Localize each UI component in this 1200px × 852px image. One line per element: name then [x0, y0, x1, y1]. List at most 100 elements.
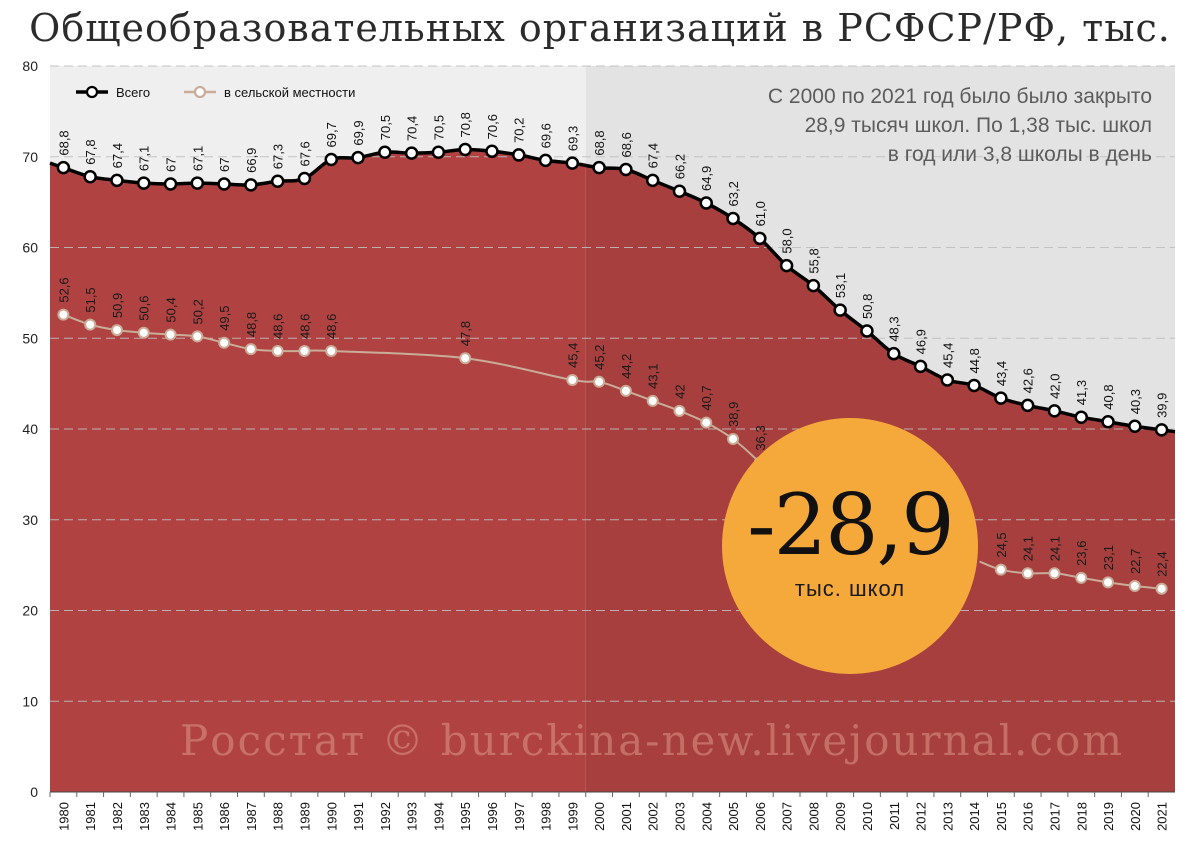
rural-point — [137, 326, 150, 339]
rural-data-label: 48,6 — [324, 314, 339, 339]
y-tick-label: 80 — [22, 58, 38, 74]
rural-point — [566, 373, 579, 386]
rural-data-label: 44,2 — [619, 354, 634, 379]
total-point — [56, 160, 71, 175]
total-data-label: 46,9 — [914, 329, 929, 354]
total-point — [351, 150, 365, 165]
y-tick-label: 0 — [30, 784, 38, 800]
annotation-line: 28,9 тысяч школ. По 1,38 тыс. школ — [804, 114, 1152, 137]
legend-marker — [193, 85, 207, 99]
series-rural-line — [63, 313, 782, 486]
total-point — [163, 177, 178, 191]
x-tick-label: 2002 — [646, 802, 661, 831]
rural-data-label: 40,7 — [699, 385, 714, 410]
total-data-label: 48,3 — [887, 316, 902, 341]
total-point — [83, 169, 97, 184]
total-data-label: 67,4 — [646, 143, 661, 168]
total-point — [619, 162, 633, 177]
rural-point — [244, 343, 257, 356]
x-tick-label: 2003 — [672, 802, 687, 831]
total-data-label: 44,8 — [967, 348, 982, 373]
total-data-label: 69,6 — [539, 123, 554, 148]
rural-data-label: 50,2 — [190, 299, 205, 324]
rural-data-label: 23,1 — [1101, 545, 1116, 570]
x-tick-label: 1996 — [485, 802, 500, 831]
total-data-label: 53,1 — [833, 273, 848, 298]
total-point — [753, 231, 767, 246]
x-tick-label: 2015 — [994, 802, 1009, 831]
total-point — [779, 258, 794, 273]
total-data-label: 67,4 — [110, 143, 125, 168]
total-point — [538, 153, 553, 168]
x-tick-label: 2020 — [1128, 802, 1143, 831]
rural-point — [110, 324, 123, 337]
watermark: Росстат © burckina-new.livejournal.com — [180, 716, 1125, 765]
y-tick-label: 10 — [22, 693, 38, 709]
x-tick-label: 1995 — [458, 802, 473, 831]
total-point — [458, 142, 472, 157]
total-data-label: 67,6 — [297, 141, 312, 166]
y-tick-label: 70 — [22, 149, 38, 165]
total-data-label: 45,4 — [940, 343, 955, 368]
x-tick-label: 2008 — [806, 802, 821, 831]
annotation-note: С 2000 по 2021 год было было закрыто 28,… — [592, 82, 1152, 169]
total-data-label: 70,6 — [485, 114, 500, 139]
rural-data-label: 24,5 — [994, 532, 1009, 557]
x-tick-label: 1994 — [431, 802, 446, 831]
rural-data-label: 50,9 — [110, 293, 125, 318]
x-tick-label: 2010 — [860, 802, 875, 831]
x-tick-label: 1985 — [190, 802, 205, 831]
x-tick-label: 1998 — [539, 802, 554, 831]
x-tick-label: 1992 — [378, 802, 393, 831]
x-tick-label: 1981 — [83, 802, 98, 831]
axes: 0 10 20 30 40 50 60 70 80 1980 1981 1982 1983 1984 198… — [22, 58, 1175, 831]
chart-title: Общеобразовательных организаций в РСФСР/… — [29, 6, 1171, 50]
annotation-line: С 2000 по 2021 год было было закрыто — [767, 85, 1152, 108]
total-data-label: 67 — [164, 158, 179, 172]
x-tick-label: 1999 — [565, 802, 580, 831]
total-data-label: 41,3 — [1074, 380, 1089, 405]
badge-value: -28,9 — [747, 476, 954, 574]
x-tick-label: 1987 — [244, 802, 259, 831]
x-tick-label: 2006 — [753, 802, 768, 831]
rural-point — [218, 336, 231, 349]
x-tick-label: 1997 — [512, 802, 527, 831]
rural-data-label: 50,4 — [164, 297, 179, 322]
total-point — [244, 178, 258, 192]
total-point — [672, 184, 687, 198]
total-point — [485, 144, 499, 159]
x-tick-label: 2014 — [967, 802, 982, 831]
x-tick-label: 2021 — [1155, 802, 1170, 831]
rural-point — [673, 404, 686, 417]
total-point — [860, 324, 874, 338]
x-tick-label: 1982 — [110, 802, 125, 831]
x-tick-label: 1991 — [351, 802, 366, 831]
total-data-label: 42,0 — [1047, 374, 1062, 399]
total-data-label: 43,4 — [994, 361, 1009, 386]
total-data-label: 63,2 — [726, 181, 741, 206]
total-data-label: 68,6 — [619, 132, 634, 157]
total-point — [940, 373, 955, 387]
y-tick-label: 60 — [22, 240, 38, 256]
rural-point — [459, 352, 472, 365]
rural-point — [727, 432, 740, 445]
rural-data-label: 45,2 — [592, 344, 607, 369]
rural-data-label: 49,5 — [217, 305, 232, 330]
total-point — [431, 145, 446, 159]
x-tick-label: 2018 — [1074, 802, 1089, 831]
x-tick-label: 2012 — [914, 802, 929, 831]
rural-point — [191, 330, 204, 343]
rural-point — [271, 344, 284, 357]
x-tick-label: 2001 — [619, 802, 634, 831]
x-tick-label: 1989 — [297, 802, 312, 831]
rural-point — [1075, 571, 1088, 584]
x-tick-label: 2013 — [940, 802, 955, 831]
total-data-label: 69,7 — [324, 122, 339, 147]
total-data-label: 68,8 — [592, 130, 607, 155]
rural-data-label: 24,1 — [1021, 536, 1036, 561]
legend-label: в сельской местности — [224, 85, 355, 100]
rural-point — [298, 344, 311, 357]
annotation-line: в год или 3,8 школы в день — [887, 143, 1152, 166]
x-tick-label: 2005 — [726, 802, 741, 831]
